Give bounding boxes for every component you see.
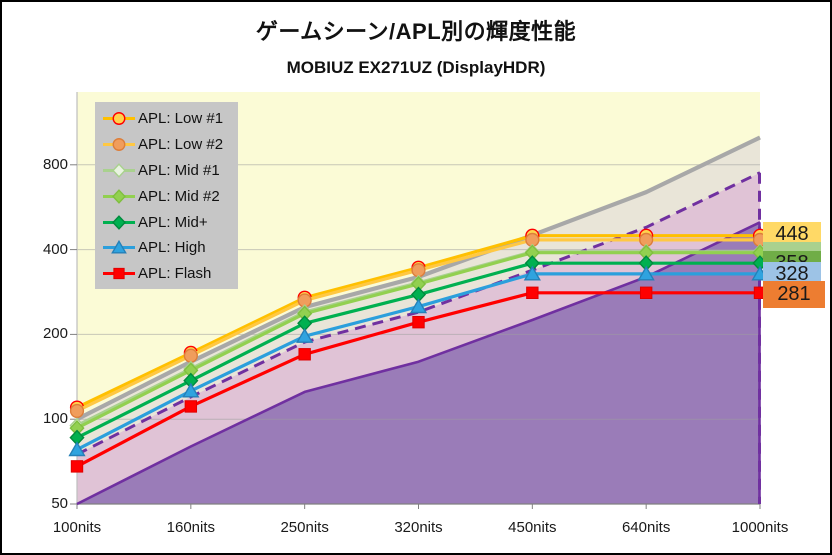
series-markers-apl-low-2 — [69, 232, 768, 419]
y-axis-label: 800 — [42, 155, 68, 173]
legend-label: APL: Mid #2 — [138, 187, 220, 205]
x-axis-label: 160nits — [166, 519, 216, 536]
legend-square-marker-icon — [103, 268, 135, 280]
legend-item: APL: Mid #1 — [102, 158, 238, 184]
legend-label: APL: Low #2 — [138, 136, 224, 154]
legend-label: APL: Low #1 — [138, 110, 224, 128]
legend-diamond-marker-icon — [103, 163, 135, 178]
legend-item: APL: Low #2 — [102, 132, 238, 158]
y-axis-label: 100 — [42, 410, 68, 428]
y-axis-label: 50 — [51, 495, 68, 512]
series-markers-apl-mid-2 — [69, 244, 768, 437]
legend-item: APL: Mid #2 — [102, 183, 238, 209]
chart-title: ゲームシーン/APL別の輝度性能 — [255, 19, 577, 44]
legend-triangle-marker-icon — [103, 240, 135, 254]
end-label: 281 — [763, 281, 825, 308]
x-axis-label: 450nits — [508, 519, 557, 536]
x-axis-label: 640nits — [621, 519, 671, 536]
series-markers-apl-flash — [70, 286, 767, 473]
legend-label: APL: High — [138, 239, 206, 257]
legend-circle-marker-icon — [103, 138, 135, 152]
legend-diamond-marker-icon — [103, 188, 135, 204]
x-axis-label: 250nits — [280, 519, 329, 536]
chart-subtitle: MOBIUZ EX271UZ (DisplayHDR) — [286, 58, 546, 77]
legend-label: APL: Mid #1 — [138, 161, 220, 179]
y-axis-label: 200 — [42, 325, 68, 343]
legend-label: APL: Flash — [138, 265, 212, 283]
y-axis-label: 400 — [42, 240, 68, 258]
area-under-50pct — [77, 222, 760, 505]
x-axis-label: 320nits — [394, 519, 443, 536]
legend: APL: Low #1 APL: Low #2 APL: Mid #1 APL: Mi… — [95, 102, 238, 289]
legend-item: APL: Flash — [102, 261, 238, 287]
x-axis-label: 1000nits — [731, 519, 789, 536]
legend-label: APL: Mid+ — [138, 213, 208, 231]
legend-item: APL: Mid+ — [102, 209, 238, 235]
legend-item: APL: High — [102, 235, 238, 261]
x-axis-label: 100nits — [52, 519, 102, 536]
legend-circle-marker-icon — [103, 112, 135, 126]
legend-diamond-marker-icon — [103, 214, 135, 230]
series-markers-apl-high — [68, 265, 769, 457]
legend-item: APL: Low #1 — [102, 106, 238, 132]
